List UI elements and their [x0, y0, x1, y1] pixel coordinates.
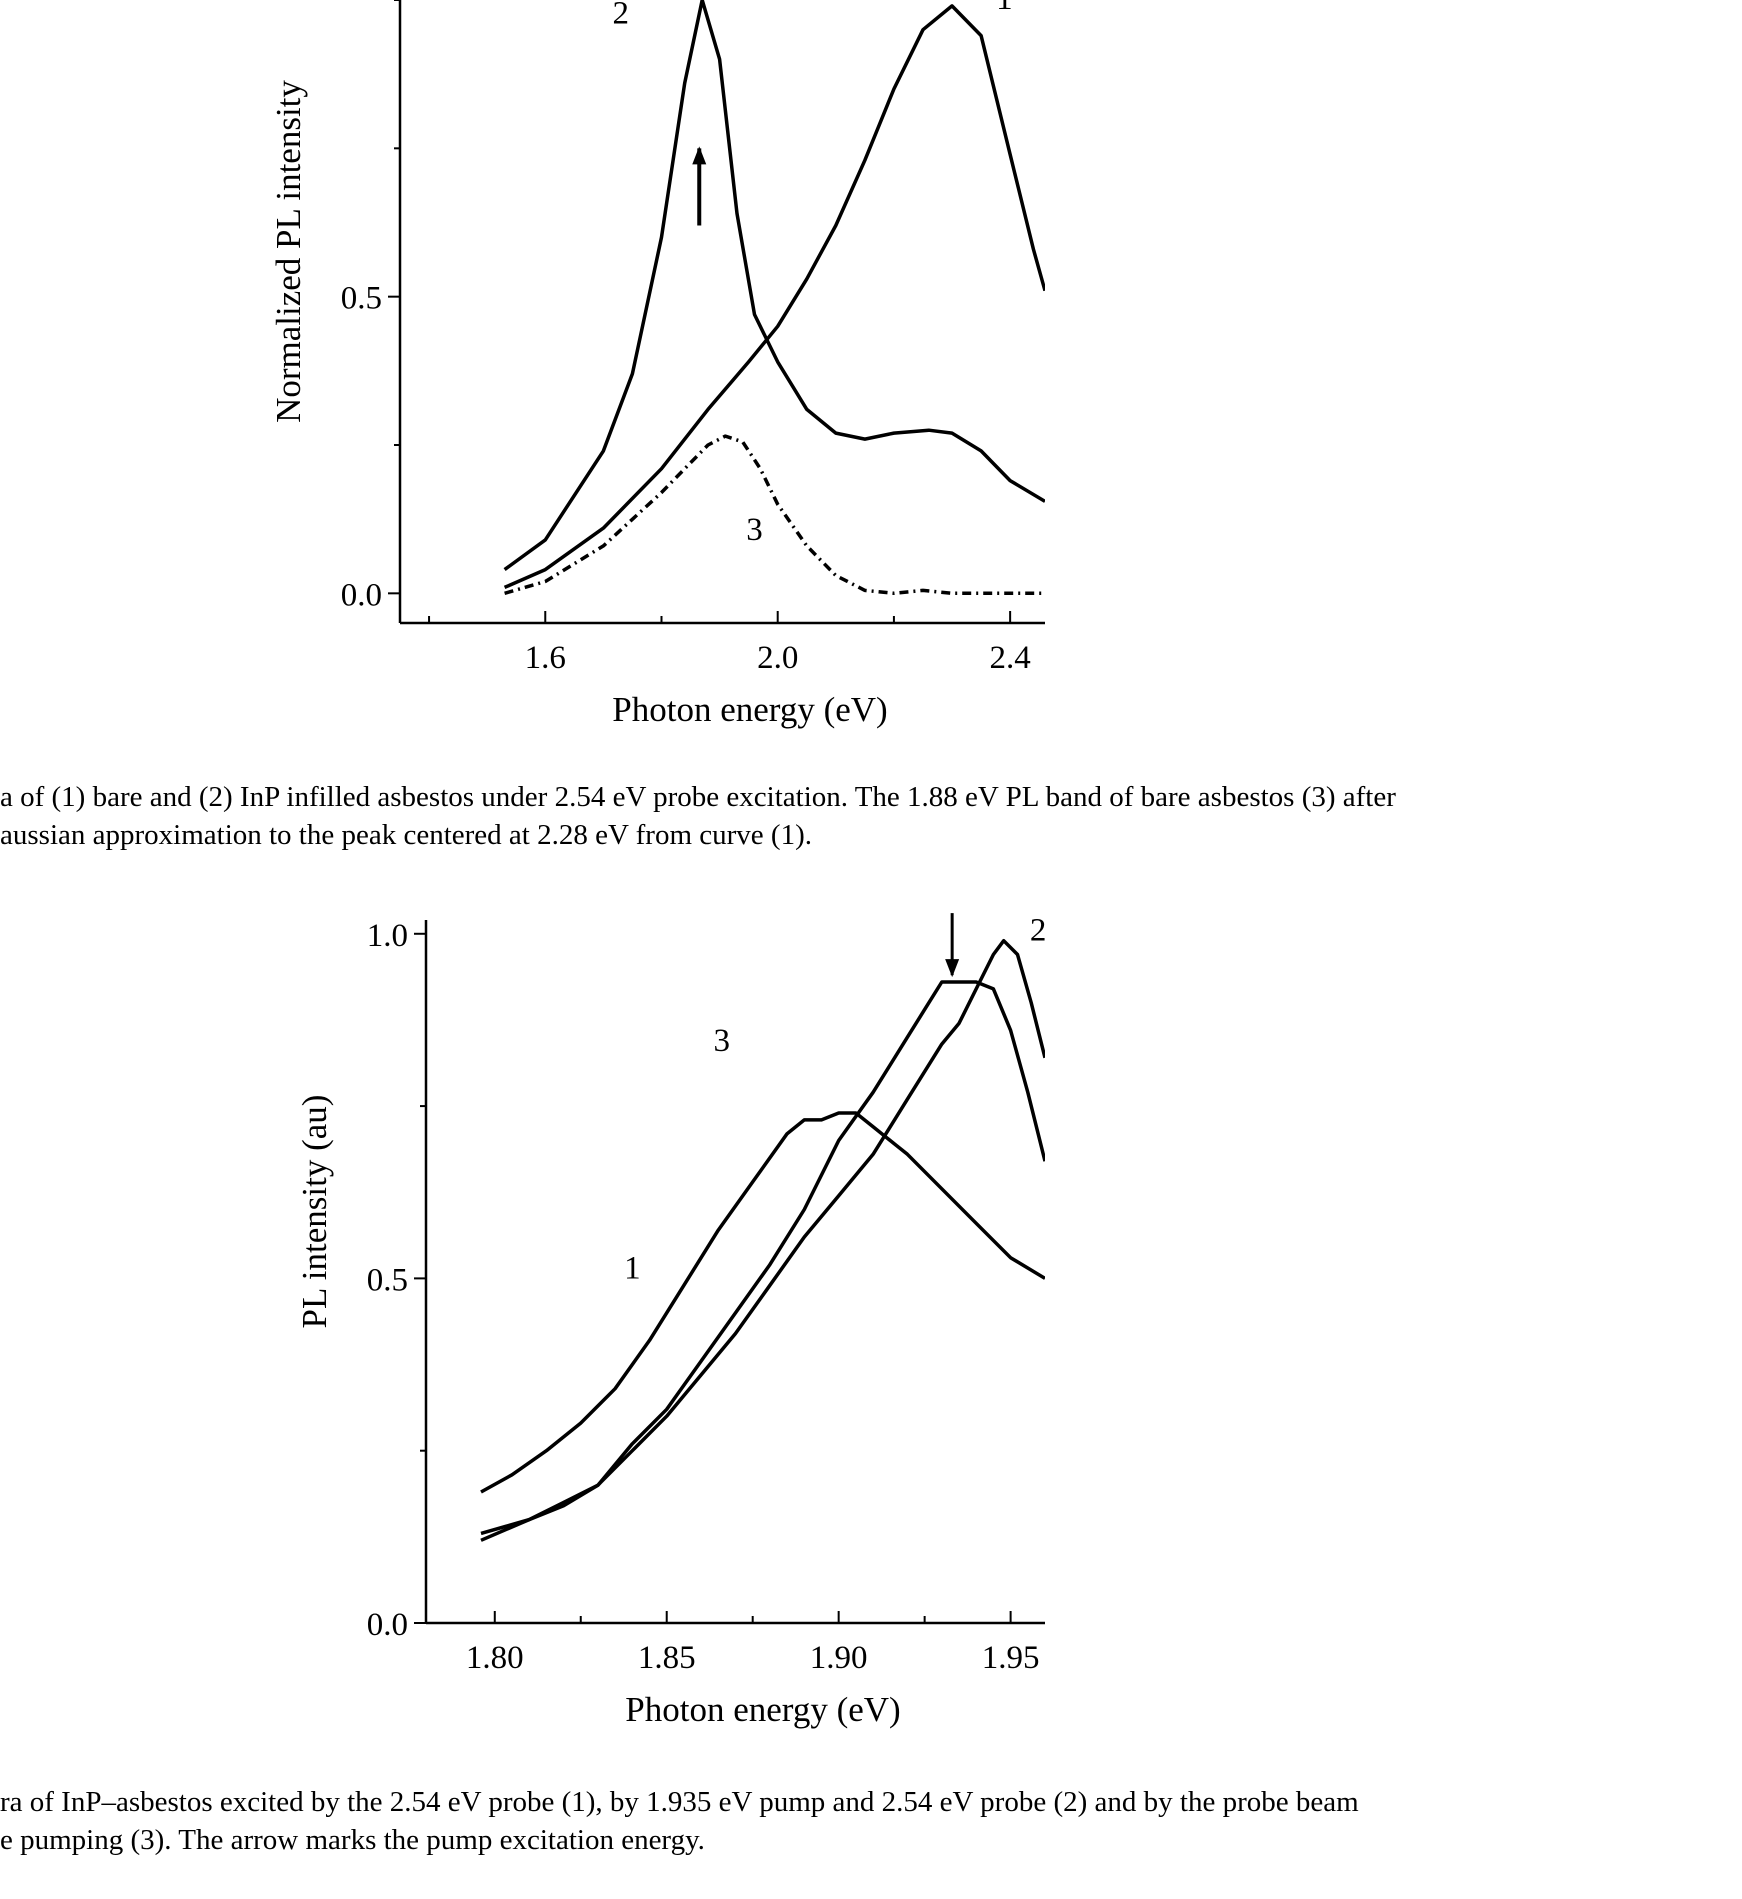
pump-arrow-head	[945, 959, 960, 978]
series-line-3	[480, 980, 1045, 1536]
figure-caption-bottom: ra of InP–asbestos excited by the 2.54 e…	[0, 1783, 1742, 1859]
caption-line: a of (1) bare and (2) InP infilled asbes…	[0, 781, 1396, 813]
series-label-1: 1	[996, 0, 1013, 17]
y-tick-label: 0.0	[367, 1607, 408, 1643]
series-line-3	[504, 434, 1045, 596]
figure-caption-top: a of (1) bare and (2) InP infilled asbes…	[0, 778, 1742, 854]
x-axis-label: Photon energy (eV)	[612, 690, 887, 729]
y-axis-label: PL intensity (au)	[295, 1095, 334, 1329]
series-label-2: 2	[613, 0, 630, 32]
x-tick-label: 2.0	[757, 640, 798, 676]
x-axis-label: Photon energy (eV)	[625, 1690, 900, 1729]
caption-line: e pumping (3). The arrow marks the pump …	[0, 1824, 705, 1856]
series-label-1: 1	[624, 1250, 641, 1286]
y-tick-label: 0.5	[367, 1262, 408, 1298]
pl-spectra-chart-bottom: 1.80 1.85 1.90 1.95 0.0 0.5 1.0 Photon energy (…	[295, 913, 1047, 1729]
series-label-2: 2	[1030, 913, 1047, 949]
x-tick-label: 1.80	[466, 1640, 524, 1676]
y-tick-label: 0.5	[341, 281, 382, 317]
series-line-1	[480, 1111, 1045, 1494]
caption-line: ra of InP–asbestos excited by the 2.54 e…	[0, 1786, 1359, 1818]
series-line-2	[480, 938, 1045, 1542]
x-tick-label: 2.4	[990, 640, 1031, 676]
pl-spectra-chart-top: 1.6 2.0 2.4 0.0 0.5 Photon energy (eV) Normali…	[269, 0, 1045, 729]
pump-arrow-head	[692, 146, 707, 165]
series-label-3: 3	[746, 512, 763, 548]
y-tick-label: 0.0	[341, 577, 382, 613]
x-tick-label: 1.90	[810, 1640, 868, 1676]
x-tick-label: 1.85	[638, 1640, 696, 1676]
y-tick-label: 1.0	[367, 918, 408, 954]
series-line-1	[503, 4, 1045, 590]
y-axis-label: Normalized PL intensity	[269, 80, 308, 423]
caption-line: aussian approximation to the peak center…	[0, 819, 812, 851]
series-line-2	[503, 0, 1045, 572]
x-tick-label: 1.95	[982, 1640, 1040, 1676]
x-tick-label: 1.6	[525, 640, 566, 676]
series-label-3: 3	[713, 1023, 730, 1059]
